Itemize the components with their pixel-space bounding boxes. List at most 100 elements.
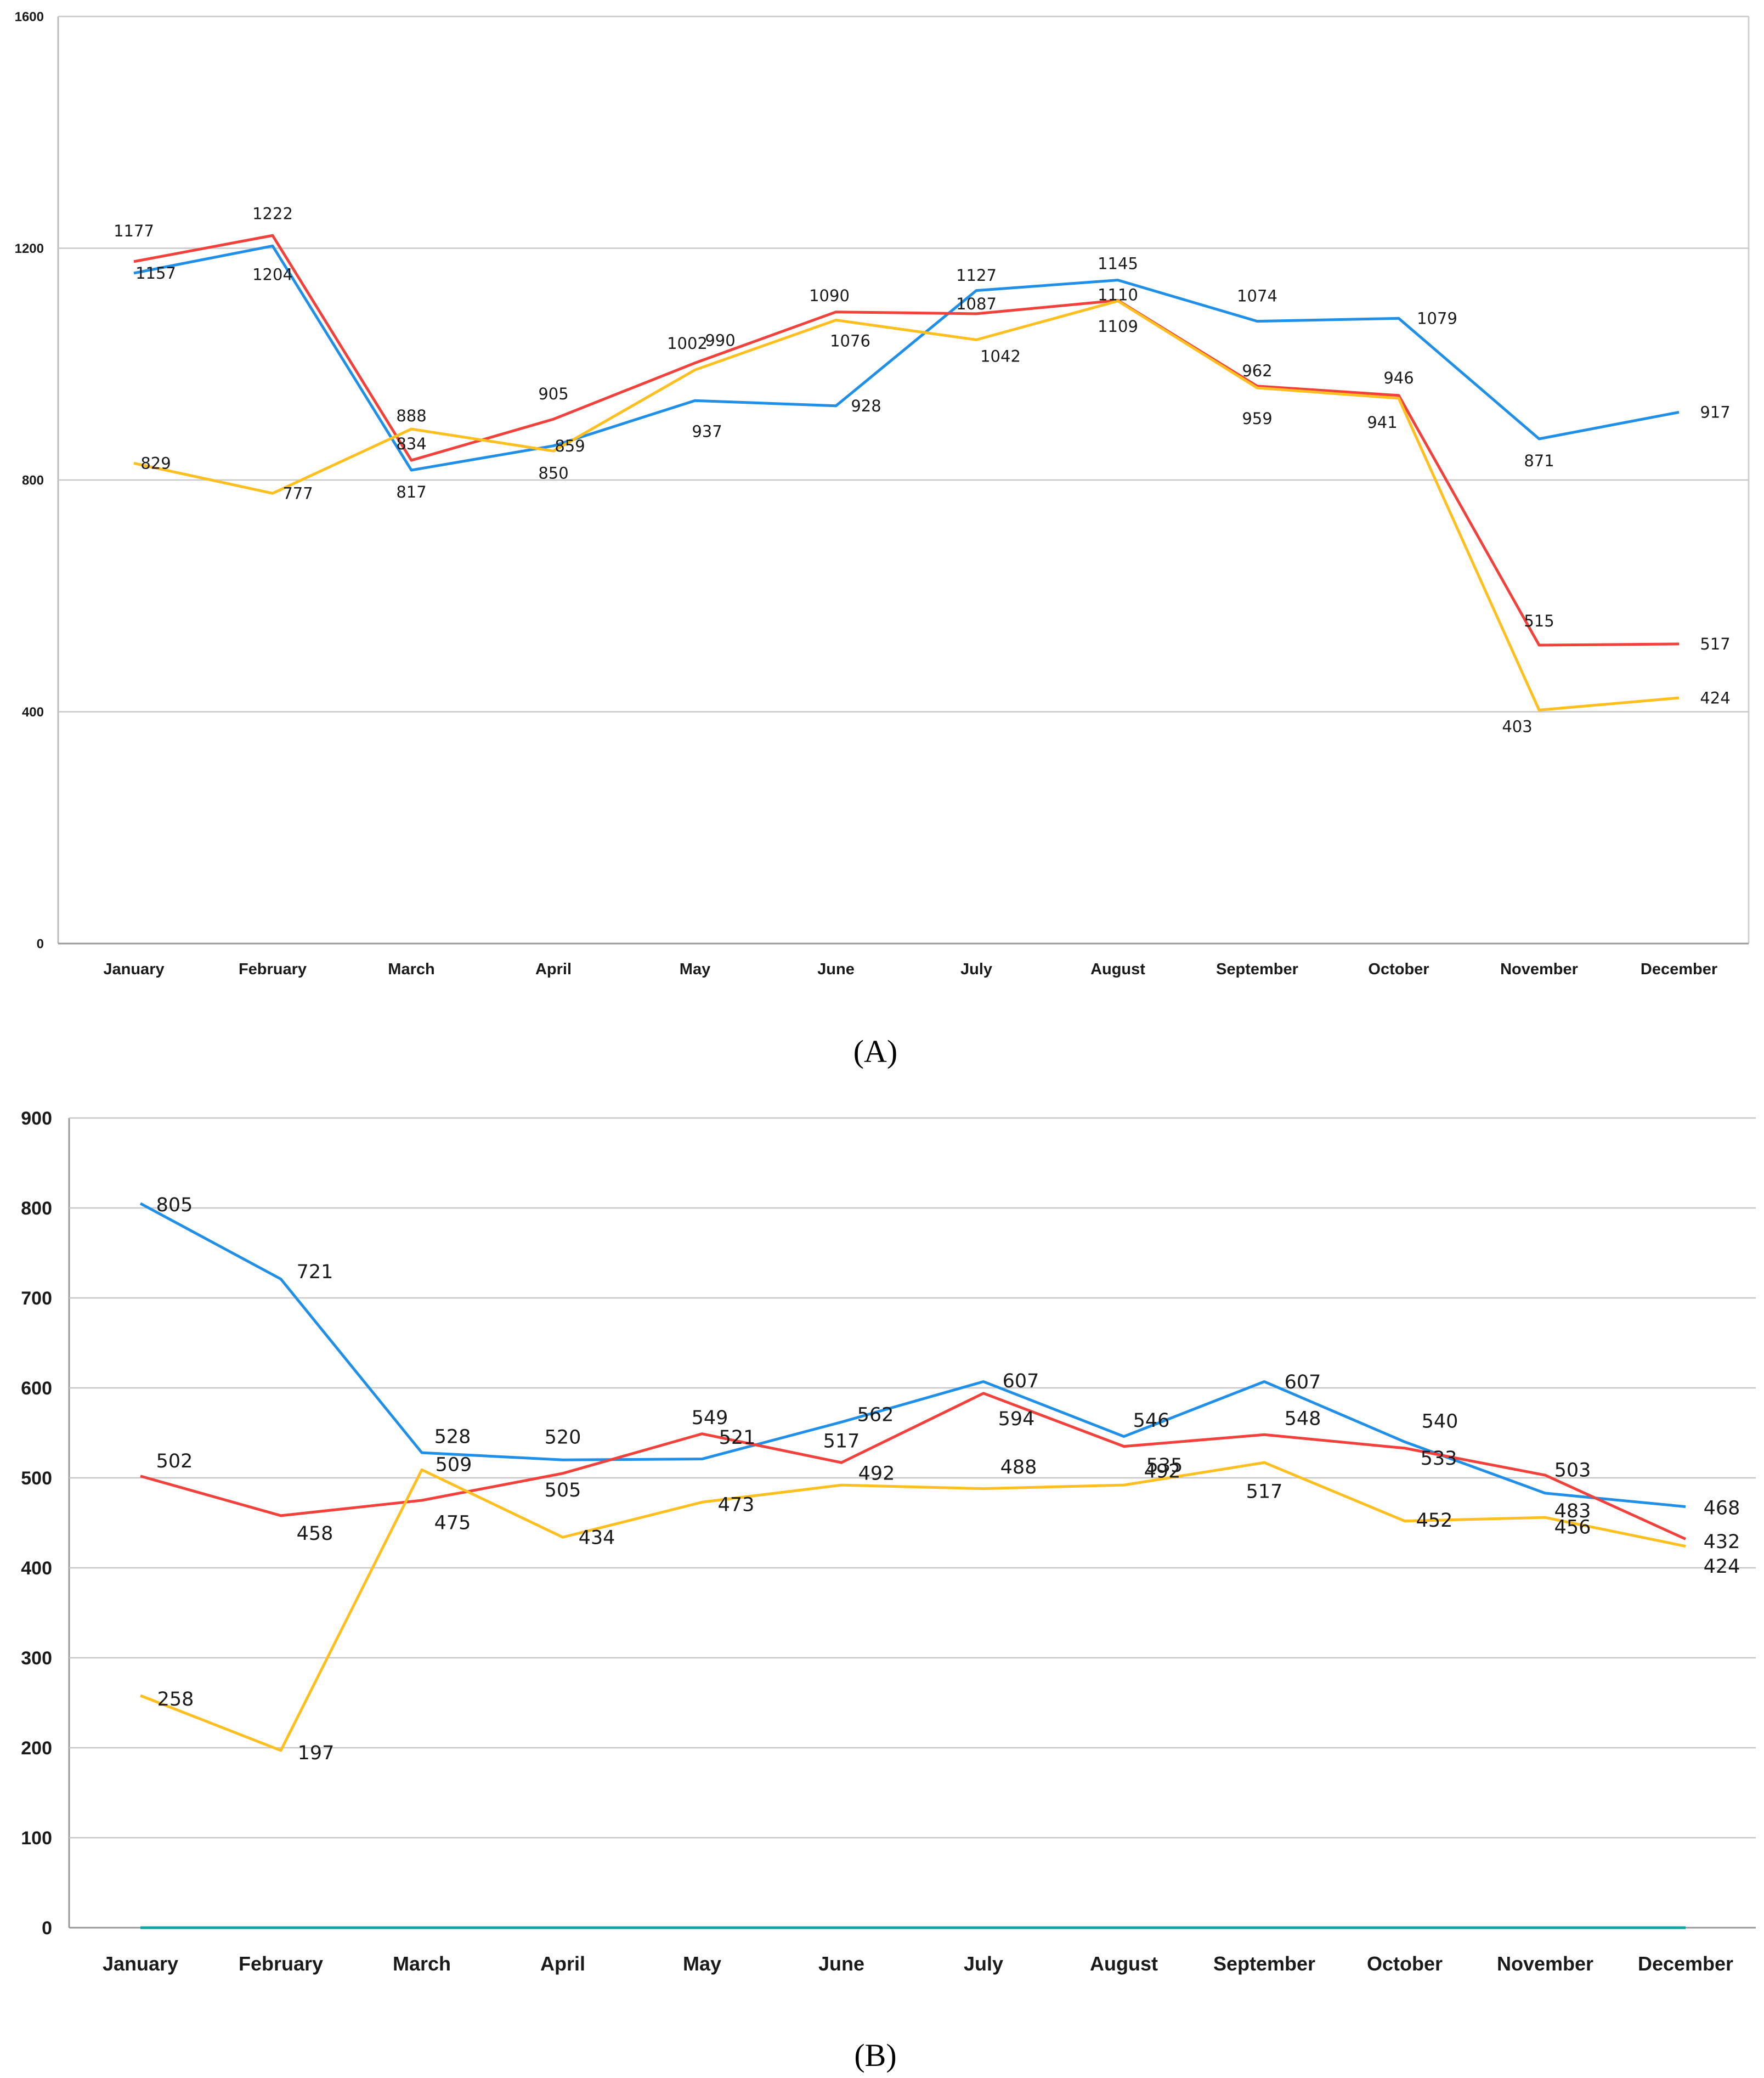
y-tick-label: 200 (21, 1738, 52, 1759)
y-tick-label: 100 (21, 1828, 52, 1849)
x-tick-label: July (964, 1952, 1003, 1975)
data-label-yellow: 888 (396, 406, 426, 425)
y-tick-label: 1600 (15, 9, 44, 24)
data-label-red: 946 (1383, 369, 1414, 387)
y-tick-label: 0 (37, 936, 44, 951)
data-label-blue: 1145 (1098, 255, 1138, 273)
data-label-red: 533 (1421, 1448, 1457, 1470)
data-label-blue: 483 (1554, 1500, 1591, 1522)
data-label-red: 1087 (956, 295, 997, 313)
data-label-yellow: 941 (1367, 413, 1397, 432)
x-tick-label: April (535, 961, 572, 978)
data-label-yellow: 434 (579, 1527, 615, 1549)
data-label-red: 1110 (1098, 286, 1138, 304)
data-label-red: 432 (1704, 1531, 1740, 1553)
data-label-yellow: 959 (1242, 409, 1272, 428)
data-label-red: 1002 (667, 334, 708, 353)
data-label-red: 962 (1242, 362, 1272, 380)
y-tick-label: 500 (21, 1468, 52, 1489)
data-label-blue: 917 (1700, 403, 1730, 422)
series-line-yellow (133, 300, 1680, 712)
x-tick-label: February (239, 961, 307, 978)
data-label-yellow: 492 (858, 1462, 895, 1484)
data-label-yellow: 488 (1000, 1456, 1037, 1478)
data-label-blue: 546 (1133, 1410, 1170, 1432)
y-tick-label: 400 (22, 705, 44, 720)
x-tick-label: June (818, 1952, 864, 1975)
x-tick-label: September (1216, 961, 1298, 978)
x-tick-label: June (817, 961, 855, 978)
data-label-yellow: 990 (705, 331, 735, 349)
series-line-yellow (140, 1461, 1686, 1752)
x-tick-label: January (103, 1952, 178, 1975)
series-line-red (140, 1392, 1687, 1540)
x-tick-label: December (1641, 961, 1717, 978)
data-label-red: 517 (1700, 635, 1730, 653)
panel-label-b: (B) (854, 2037, 896, 2073)
data-label-red: 1177 (114, 222, 154, 240)
chart-a: 0 400 800 1200 1600 January February March April… (15, 9, 1750, 978)
x-tick-label: March (388, 961, 434, 978)
x-tick-label: July (960, 961, 992, 978)
data-label-yellow: 777 (282, 484, 313, 502)
data-label-red: 834 (396, 434, 426, 453)
data-label-yellow: 517 (1246, 1481, 1283, 1503)
x-tick-label: December (1638, 1952, 1733, 1975)
data-label-red: 548 (1285, 1408, 1321, 1430)
data-label-red: 475 (434, 1512, 471, 1534)
data-label-yellow: 258 (157, 1689, 194, 1710)
data-label-yellow: 403 (1502, 717, 1532, 736)
series-line-blue (139, 1202, 1686, 1508)
data-label-yellow: 1076 (830, 332, 870, 351)
data-label-blue: 562 (857, 1404, 894, 1426)
data-label-red: 594 (998, 1408, 1035, 1430)
data-label-blue: 937 (692, 422, 722, 441)
data-label-blue: 528 (434, 1426, 471, 1448)
data-label-blue: 468 (1704, 1498, 1740, 1520)
data-label-red: 517 (823, 1430, 860, 1452)
y-tick-label: 0 (42, 1918, 52, 1939)
x-tick-label: November (1500, 961, 1578, 978)
data-label-yellow: 452 (1416, 1510, 1453, 1532)
y-tick-label: 1200 (15, 241, 44, 256)
data-label-yellow: 456 (1554, 1516, 1591, 1538)
y-tick-label: 700 (21, 1288, 52, 1309)
data-label-yellow: 1109 (1098, 317, 1138, 336)
data-label-blue: 928 (851, 397, 881, 415)
data-label-blue: 1127 (956, 266, 997, 285)
data-label-blue: 871 (1524, 451, 1554, 470)
x-tick-label: May (683, 1952, 721, 1975)
data-label-yellow: 473 (718, 1494, 755, 1516)
data-label-red: 535 (1146, 1455, 1183, 1477)
data-label-blue: 607 (1285, 1371, 1321, 1393)
series-line-blue (133, 244, 1680, 472)
data-label-blue: 805 (156, 1194, 193, 1216)
data-label-blue: 721 (297, 1261, 333, 1283)
data-label-red: 515 (1524, 612, 1554, 630)
y-tick-label: 800 (21, 1198, 52, 1219)
data-label-yellow: 509 (436, 1454, 472, 1476)
data-label-yellow: 424 (1704, 1556, 1740, 1578)
series-line-red (133, 234, 1680, 647)
x-tick-label: September (1213, 1952, 1315, 1975)
data-label-blue: 607 (1003, 1370, 1039, 1392)
x-tick-label: May (680, 961, 710, 978)
data-label-blue: 859 (555, 437, 585, 455)
data-label-yellow: 850 (538, 464, 568, 482)
y-tick-label: 300 (21, 1648, 52, 1669)
x-tick-label: April (540, 1952, 585, 1975)
data-label-red: 503 (1554, 1459, 1591, 1481)
y-tick-label: 600 (21, 1378, 52, 1399)
data-label-yellow: 829 (140, 454, 171, 473)
data-label-yellow: 424 (1700, 688, 1730, 707)
data-label-blue: 1074 (1237, 287, 1277, 306)
x-tick-label: August (1090, 1952, 1158, 1975)
x-tick-label: October (1367, 1952, 1443, 1975)
x-tick-label: January (103, 961, 164, 978)
data-label-blue: 817 (396, 483, 426, 501)
data-label-blue: 521 (719, 1427, 756, 1449)
data-label-yellow: 492 (1144, 1460, 1181, 1482)
data-label-red: 505 (545, 1480, 581, 1501)
data-label-yellow: 197 (298, 1742, 335, 1764)
x-tick-label: March (393, 1952, 451, 1975)
